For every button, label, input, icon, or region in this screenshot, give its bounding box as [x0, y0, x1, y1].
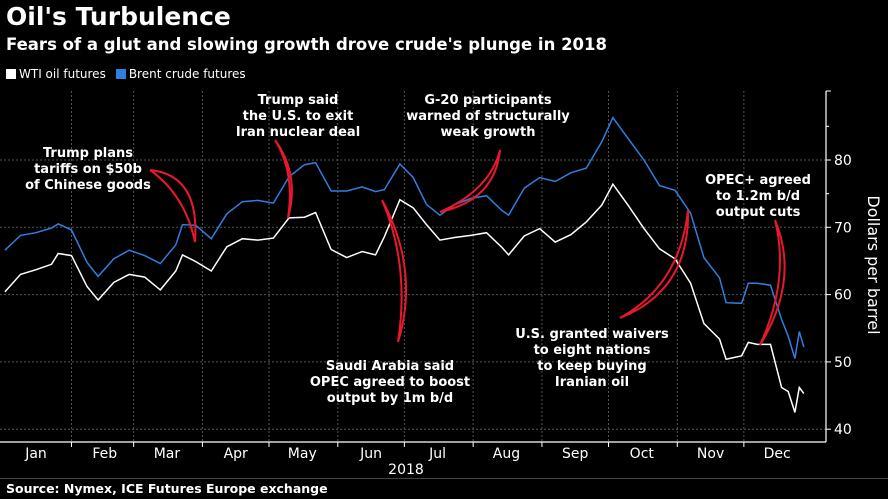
callout-waivers — [619, 209, 690, 319]
annotation-text: the U.S. to exit — [243, 109, 354, 124]
annotation-text: Saudi Arabia said — [326, 359, 454, 374]
annotation-text: to 1.2m b/d — [716, 189, 800, 204]
annotation-text: Trump said — [258, 93, 339, 108]
y-axis-label: Dollars per barrel — [864, 195, 883, 334]
legend-item-wti: WTI oil futures — [6, 67, 106, 81]
x-tick-label: May — [288, 446, 317, 462]
x-tick-label: Nov — [697, 446, 724, 462]
legend-item-brent: Brent crude futures — [115, 67, 246, 81]
legend-swatch-brent — [115, 69, 126, 79]
annotation-text: weak growth — [441, 125, 536, 140]
y-tick-label: 80 — [834, 153, 852, 169]
series-line-wti — [4, 182, 805, 413]
annotation-text: output by 1m b/d — [327, 391, 453, 406]
source-divider — [0, 478, 888, 479]
x-tick-label: Jun — [359, 446, 382, 462]
x-tick-label: Jul — [428, 446, 446, 462]
callout-tariffs — [149, 169, 197, 243]
annotation-text: output cuts — [716, 205, 801, 220]
legend-swatch-wti — [6, 69, 16, 79]
legend-label-brent: Brent crude futures — [128, 67, 246, 81]
annotation-text: to keep buying — [537, 359, 646, 374]
y-tick-labels: 40 50 60 70 80 — [834, 153, 852, 438]
annotation-text: OPEC agreed to boost — [310, 375, 470, 390]
x-tick-label: Sep — [562, 446, 589, 462]
x-tick-label: Aug — [493, 446, 520, 462]
annotation-text: OPEC+ agreed — [705, 173, 811, 188]
x-tick-label: Dec — [764, 446, 791, 462]
annotation-text: Iranian oil — [555, 375, 629, 390]
annotation-callouts — [149, 139, 786, 346]
x-tick-label: Feb — [92, 446, 117, 462]
chart-title: Oil's Turbulence — [6, 2, 231, 31]
source-note: Source: Nymex, ICE Futures Europe exchan… — [6, 481, 328, 496]
annotation-text: U.S. granted waivers — [515, 327, 669, 342]
y-tick-label: 40 — [834, 422, 852, 438]
annotation-text: tariffs on $50b — [34, 162, 142, 177]
annotation-text: to eight nations — [534, 343, 651, 358]
y-tick-label: 50 — [834, 355, 852, 371]
y-tick-label: 60 — [834, 288, 852, 304]
x-tick-label: Mar — [154, 446, 181, 462]
annotation-text: G-20 participants — [424, 93, 552, 108]
callout-opec-cuts — [759, 219, 786, 346]
legend: WTI oil futures Brent crude futures — [6, 67, 246, 81]
annotation-text: warned of structurally — [406, 109, 570, 124]
x-tick-label: Jan — [24, 446, 47, 462]
legend-label-wti: WTI oil futures — [19, 67, 106, 81]
annotation-text: Trump plans — [43, 146, 133, 161]
x-tick-labels: Jan Feb Mar Apr May Jun Jul Aug Sep Oct Nov Dec — [24, 446, 790, 462]
x-tick-label: Oct — [630, 446, 655, 462]
series-line-brent — [4, 116, 805, 359]
callout-iran-deal — [274, 139, 293, 219]
x-axis-year-label: 2018 — [388, 462, 424, 478]
callout-opec-boost — [381, 199, 408, 343]
callout-g20 — [439, 149, 501, 213]
chart-subtitle: Fears of a glut and slowing growth drove… — [6, 35, 608, 54]
y-tick-label: 70 — [834, 220, 852, 236]
annotation-text: of Chinese goods — [25, 178, 151, 193]
annotation-text: Iran nuclear deal — [236, 125, 360, 140]
x-tick-label: Apr — [224, 446, 248, 462]
